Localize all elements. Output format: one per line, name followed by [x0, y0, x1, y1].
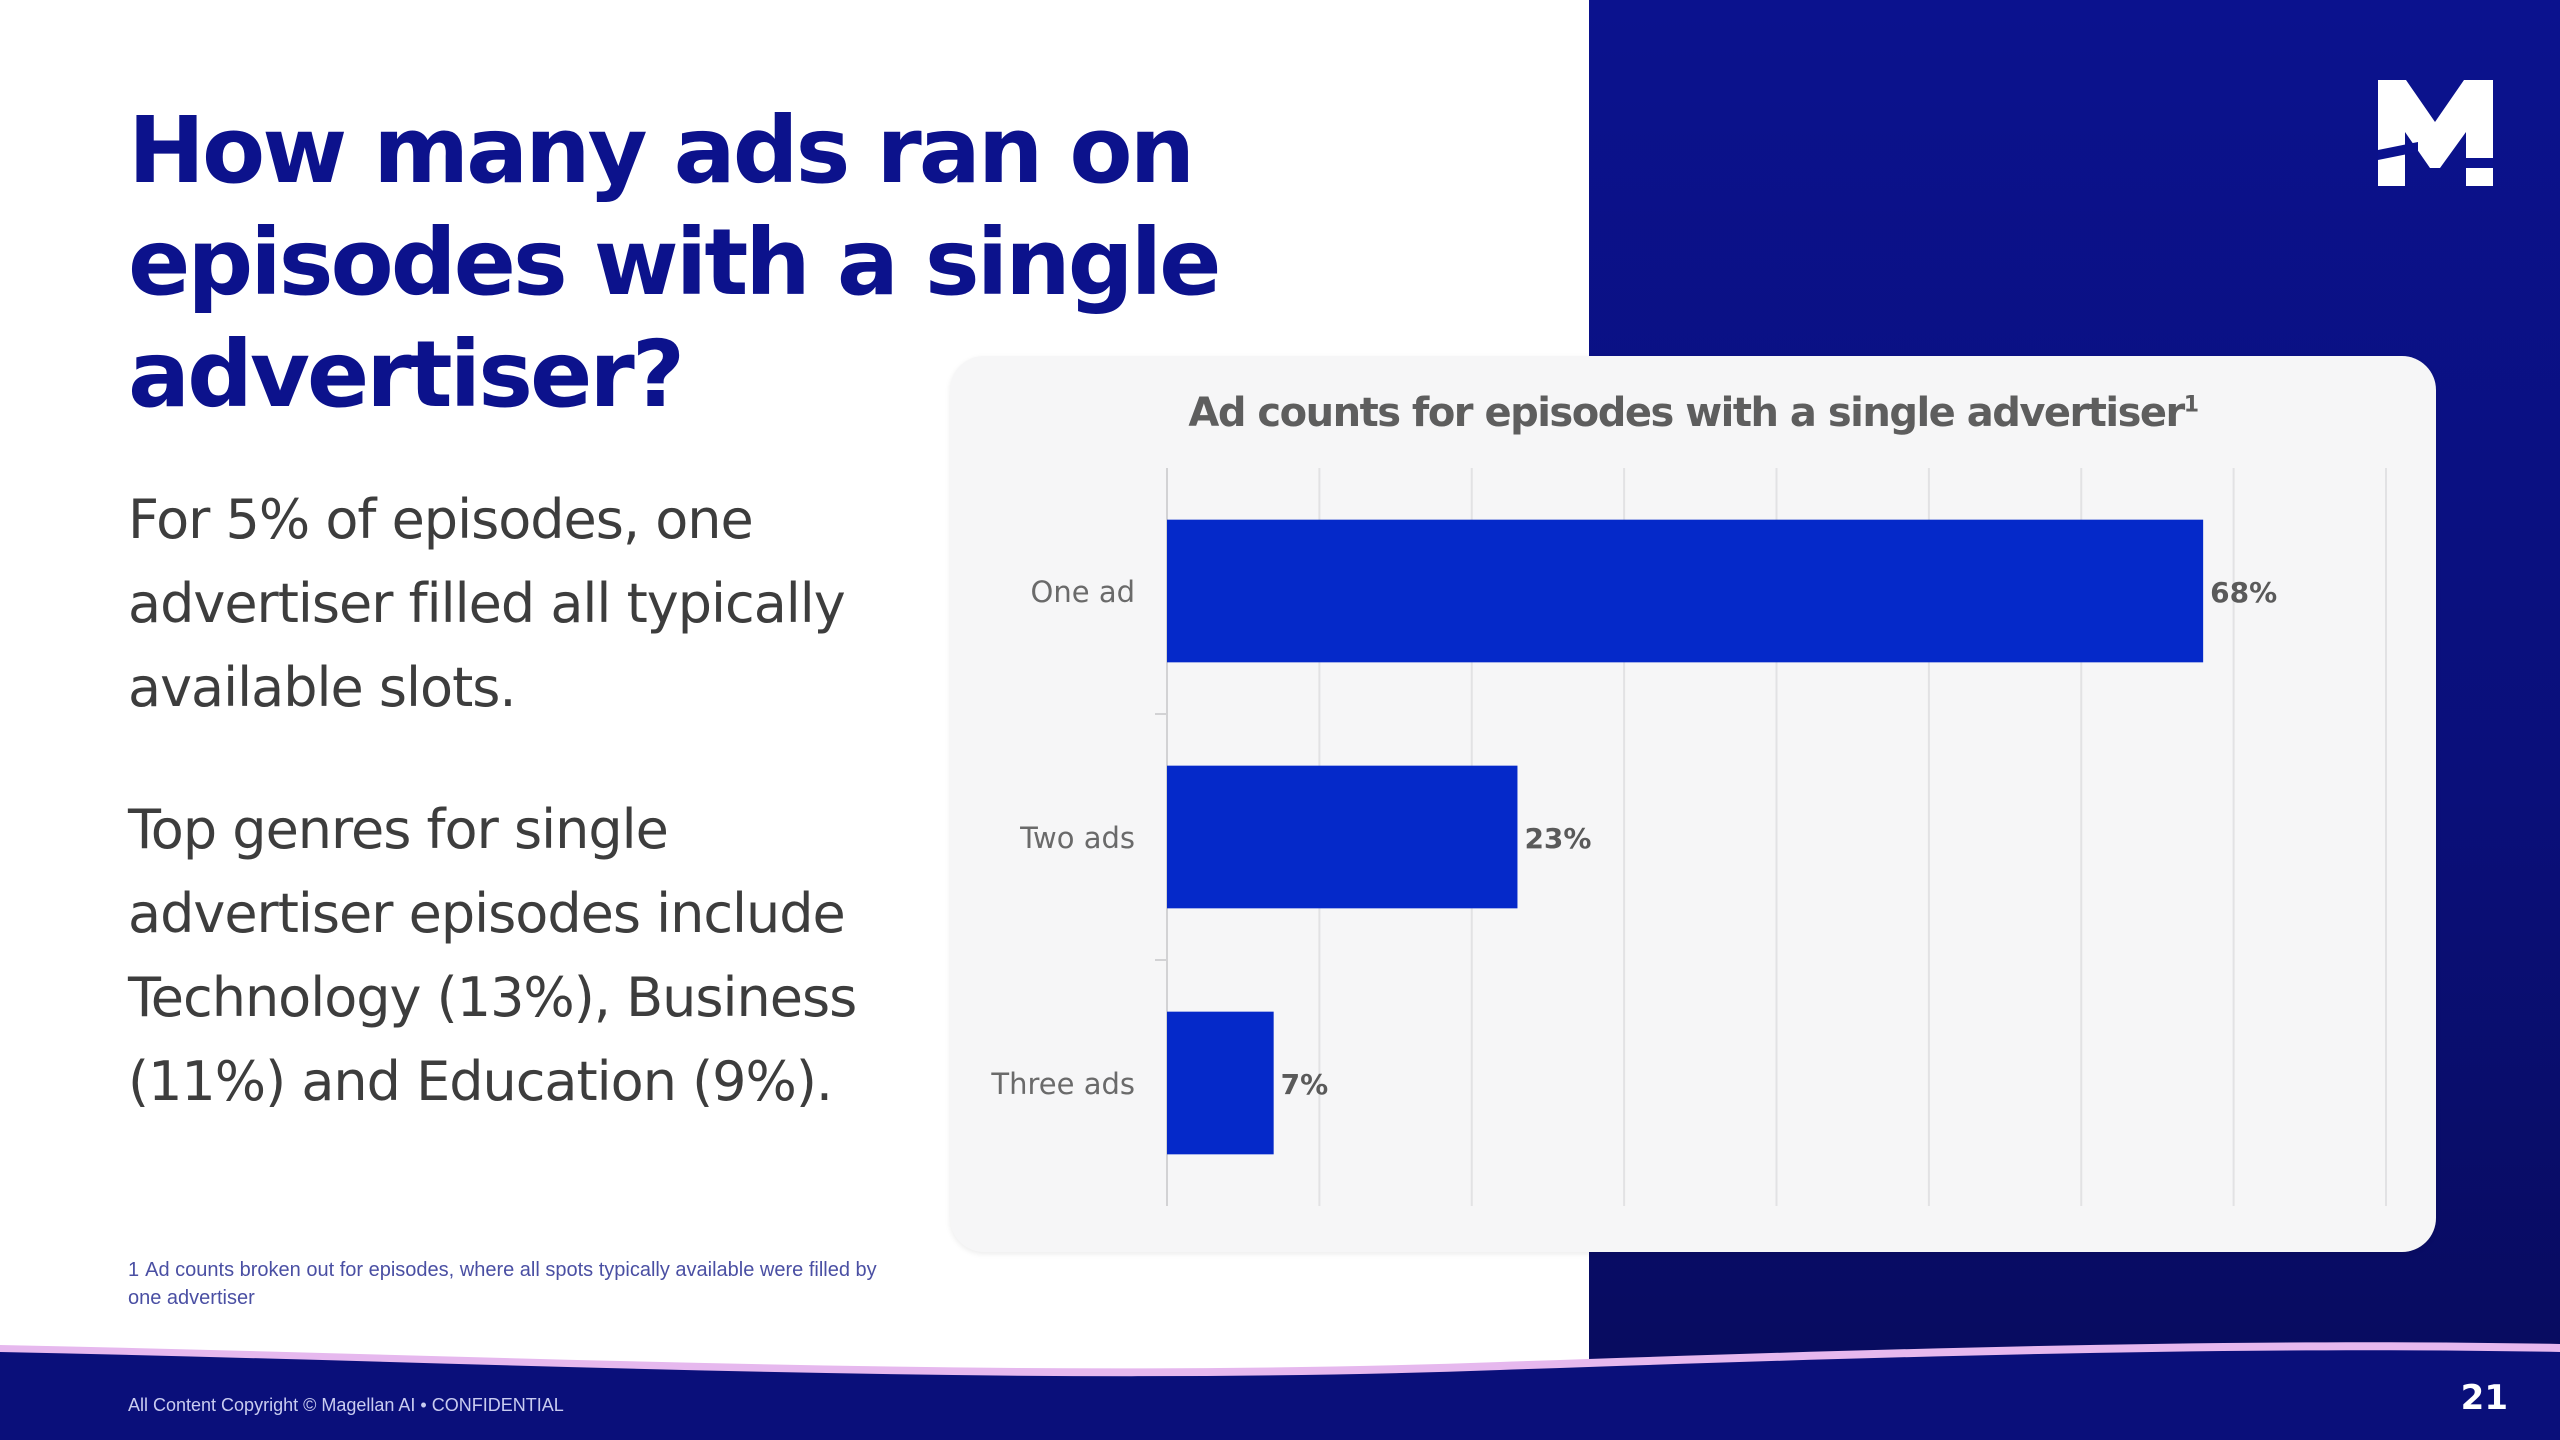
category-label: One ad [1031, 575, 1135, 609]
category-label: Three ads [990, 1067, 1135, 1101]
page-number: 21 [2460, 1378, 2508, 1418]
data-label: 7% [1281, 1068, 1329, 1101]
bottom-wave [0, 1342, 2560, 1440]
chart-title: Ad counts for episodes with a single adv… [950, 390, 2436, 436]
footnote-text: Ad counts broken out for episodes, where… [128, 1259, 877, 1309]
bar-chart: One ad 68% Two ads 23% Three ads 7% [990, 468, 2387, 1206]
copyright-notice: All Content Copyright © Magellan AI • CO… [128, 1395, 564, 1415]
bar [1167, 1011, 1274, 1155]
data-label: 68% [2210, 576, 2277, 609]
summary-paragraph: For 5% of episodes, one advertiser fille… [128, 488, 846, 719]
magellan-logo-icon [2378, 80, 2493, 186]
page-title: How many ads ran on episodes with a sing… [128, 97, 1222, 428]
footnote: 1 Ad counts broken out for episodes, wher… [128, 1256, 888, 1312]
category-label: Two ads [1019, 821, 1135, 855]
bar [1167, 765, 1518, 909]
data-label: 23% [1524, 822, 1591, 855]
genres-paragraph: Top genres for single advertiser episode… [128, 798, 857, 1113]
chart-title-footnote-marker: 1 [2183, 392, 2199, 418]
bar [1167, 519, 2204, 663]
footnote-number: 1 [128, 1259, 140, 1281]
chart-title-text: Ad counts for episodes with a single adv… [1188, 390, 2185, 436]
